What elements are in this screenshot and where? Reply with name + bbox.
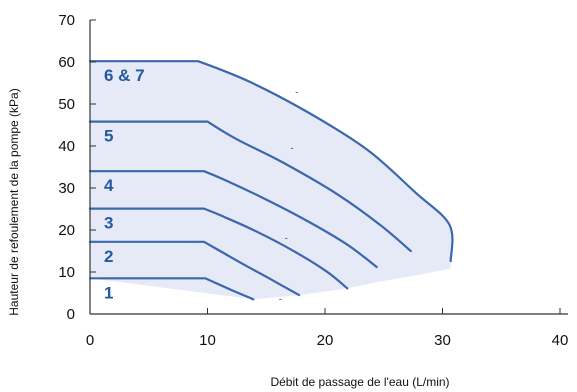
curve-2	[88, 240, 301, 297]
dash-mark: -	[279, 294, 282, 304]
dash-marks: - - - -	[279, 87, 298, 304]
curve-label: 4	[104, 176, 114, 195]
x-tick-label: 20	[317, 332, 334, 349]
y-tick-label: 30	[58, 180, 75, 197]
y-axis-title: Hauteur de refoulement de la pompe (kPa)	[7, 88, 21, 315]
dash-mark: -	[285, 233, 288, 243]
x-tick-label: 30	[434, 332, 451, 349]
curve-label: 3	[104, 214, 113, 233]
x-tick-label: 40	[552, 332, 569, 349]
y-tick-label: 20	[58, 222, 75, 239]
curve-3	[88, 207, 349, 290]
curve-6	[88, 60, 454, 263]
y-tick-label: 60	[58, 54, 75, 71]
axes: 0 10 20 30 40 50 60 70 0 10 20 30 40	[58, 12, 568, 349]
curve-labels: 1 2 3 4 5 6 & 7	[104, 66, 145, 302]
y-tick-label: 10	[58, 264, 75, 281]
curve-5	[88, 120, 412, 253]
dash-mark: -	[291, 143, 294, 153]
curve-label: 6 & 7	[104, 66, 145, 85]
curve-1	[88, 277, 255, 301]
dash-mark: -	[295, 87, 298, 97]
pump-curves	[88, 60, 454, 301]
x-tick-label: 0	[86, 332, 94, 349]
curve-label: 5	[104, 127, 113, 146]
y-tick-label: 70	[58, 12, 75, 29]
x-axis-title: Débit de passage de l'eau (L/min)	[270, 375, 449, 389]
curve-label: 1	[104, 283, 113, 302]
y-tick-label: 50	[58, 96, 75, 113]
curve-label: 2	[104, 247, 113, 266]
y-tick-label: 40	[58, 138, 75, 155]
y-tick-label: 0	[67, 306, 75, 323]
x-tick-label: 10	[199, 332, 216, 349]
region-shade	[90, 61, 453, 300]
curve-4	[88, 170, 378, 269]
operating-region-fill	[90, 61, 453, 300]
